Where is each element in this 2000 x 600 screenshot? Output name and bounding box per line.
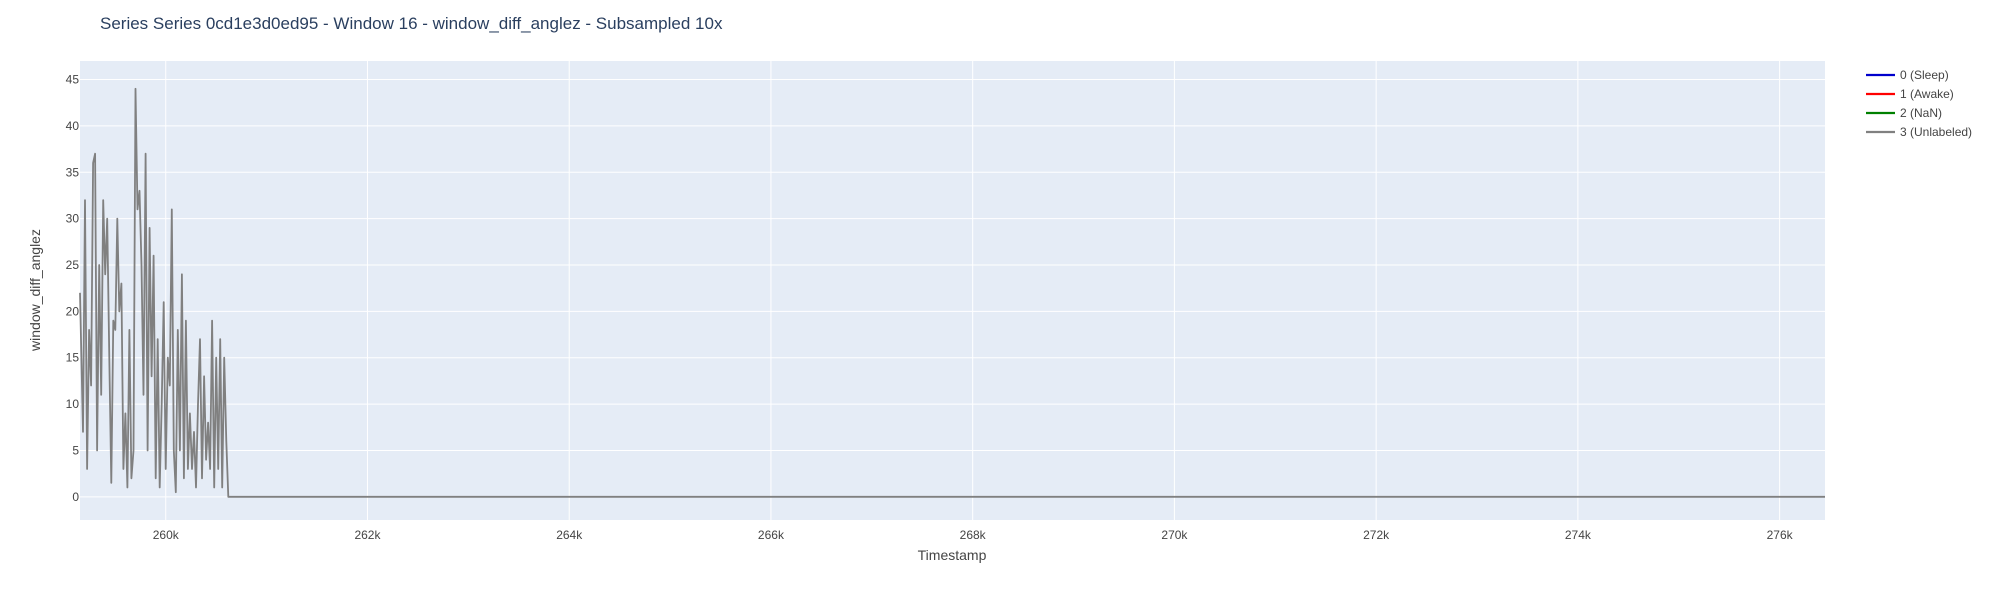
- legend-item[interactable]: 2 (NaN): [1866, 106, 1942, 120]
- y-tick-label: 15: [66, 351, 80, 365]
- x-axis-ticks: 260k 262k 264k 266k 268k 270k 272k 274k 276k: [153, 528, 1794, 542]
- y-axis-ticks: 0 5 10 15 20 25 30 35 40 45: [66, 73, 80, 504]
- y-tick-label: 40: [66, 119, 80, 133]
- chart-title: Series Series 0cd1e3d0ed95 - Window 16 -…: [100, 14, 723, 33]
- legend-item[interactable]: 0 (Sleep): [1866, 68, 1949, 82]
- y-tick-label: 25: [66, 258, 80, 272]
- x-tick-label: 264k: [556, 528, 583, 542]
- y-tick-label: 0: [72, 490, 79, 504]
- series-line-3: [79, 87, 1825, 498]
- y-tick-label: 30: [66, 212, 80, 226]
- y-tick-label: 5: [72, 443, 79, 457]
- y-tick-label: 10: [66, 397, 80, 411]
- x-tick-label: 260k: [153, 528, 180, 542]
- x-tick-label: 262k: [354, 528, 381, 542]
- y-tick-label: 35: [66, 165, 80, 179]
- y-axis-title: window_diff_anglez: [27, 229, 43, 352]
- legend-item[interactable]: 3 (Unlabeled): [1866, 125, 1972, 139]
- x-tick-label: 270k: [1161, 528, 1188, 542]
- legend-label: 2 (NaN): [1900, 106, 1942, 120]
- x-tick-label: 274k: [1565, 528, 1592, 542]
- x-axis-title: Timestamp: [918, 547, 987, 563]
- plot-area: [80, 61, 1825, 520]
- series-layer: [79, 87, 1825, 498]
- x-tick-label: 266k: [758, 528, 785, 542]
- legend-label: 3 (Unlabeled): [1900, 125, 1972, 139]
- y-tick-label: 45: [66, 73, 80, 87]
- y-tick-label: 20: [66, 304, 80, 318]
- x-tick-label: 272k: [1363, 528, 1390, 542]
- legend-item[interactable]: 1 (Awake): [1866, 87, 1954, 101]
- x-tick-label: 276k: [1767, 528, 1794, 542]
- legend-label: 1 (Awake): [1900, 87, 1954, 101]
- legend[interactable]: 0 (Sleep) 1 (Awake) 2 (NaN) 3 (Unlabeled): [1866, 68, 1972, 139]
- legend-label: 0 (Sleep): [1900, 68, 1949, 82]
- x-tick-label: 268k: [960, 528, 987, 542]
